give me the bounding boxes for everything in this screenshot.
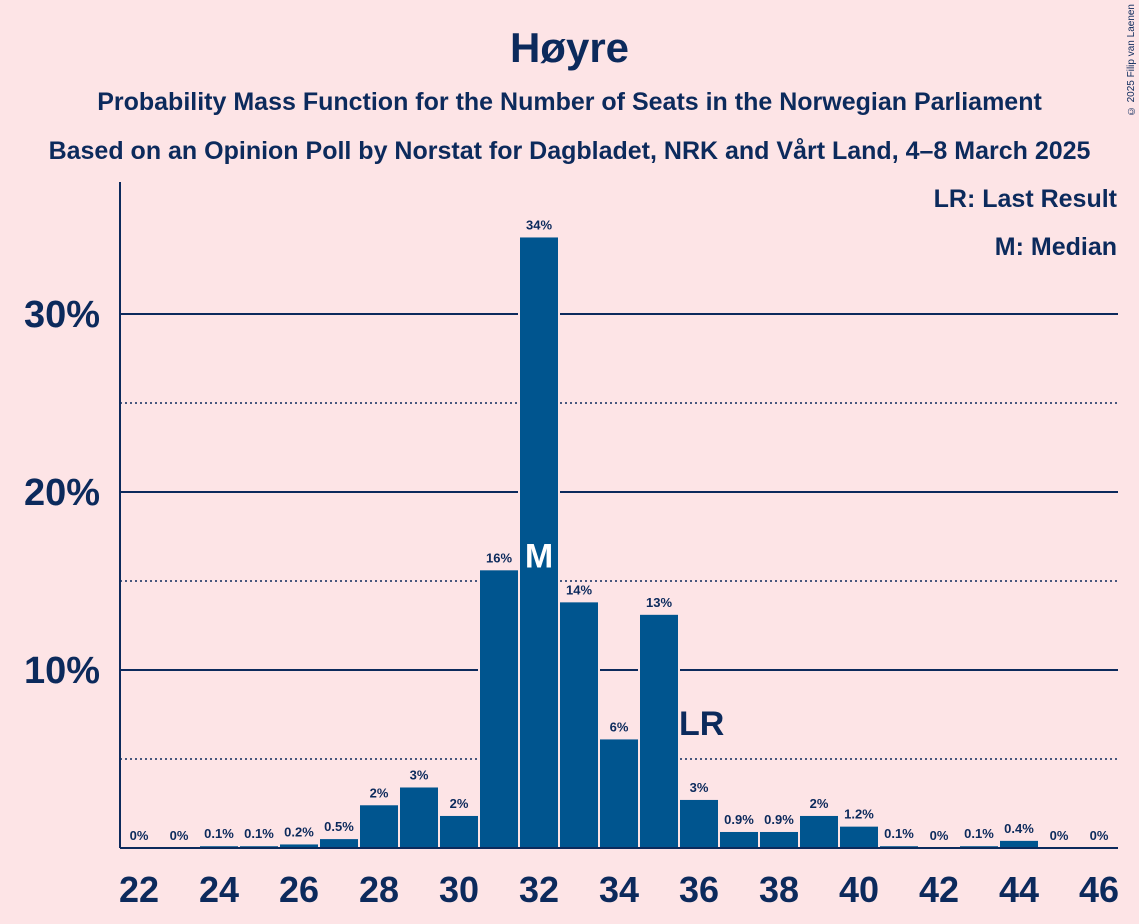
value-label: 0% — [130, 828, 149, 843]
x-tick-label: 38 — [759, 869, 799, 910]
bar-seat-29 — [400, 787, 438, 848]
value-label: 0% — [1050, 828, 1069, 843]
chart-title: Høyre — [509, 24, 630, 71]
value-label: 0.5% — [324, 819, 354, 834]
value-label: 0.1% — [244, 826, 274, 841]
y-tick-label: 10% — [24, 650, 100, 692]
value-label: 1.2% — [844, 807, 874, 822]
value-label: 0.9% — [724, 812, 754, 827]
legend-last-result: LR: Last Result — [933, 185, 1117, 213]
x-tick-label: 22 — [119, 869, 159, 910]
bar-gap — [958, 844, 1000, 848]
value-label: 14% — [566, 582, 592, 597]
value-label: 0.1% — [964, 826, 994, 841]
last-result-marker: LR — [679, 705, 724, 743]
bar-gap — [878, 844, 920, 848]
x-tick-label: 44 — [999, 869, 1039, 910]
bar-seat-26 — [280, 844, 318, 848]
x-tick-label: 26 — [279, 869, 319, 910]
x-tick-label: 46 — [1079, 869, 1119, 910]
value-label: 0.9% — [764, 812, 794, 827]
bars — [198, 235, 1040, 848]
value-label: 13% — [646, 595, 672, 610]
bar-seat-33 — [560, 602, 598, 848]
bar-seat-39 — [800, 815, 838, 848]
bar-seat-38 — [760, 831, 798, 848]
value-label: 6% — [610, 719, 629, 734]
bar-seat-27 — [320, 839, 358, 848]
legend-median: M: Median — [994, 233, 1117, 261]
x-tick-label: 30 — [439, 869, 479, 910]
x-tick-label: 24 — [199, 869, 239, 910]
x-tick-label: 40 — [839, 869, 879, 910]
value-label: 34% — [526, 217, 552, 232]
bar-seat-31 — [480, 570, 518, 848]
value-label: 3% — [410, 767, 429, 782]
value-label: 0.1% — [884, 826, 914, 841]
value-label: 2% — [810, 796, 829, 811]
x-tick-label: 34 — [599, 869, 639, 910]
y-tick-label: 30% — [24, 294, 100, 336]
bar-seat-37 — [720, 831, 758, 848]
x-tick-label: 36 — [679, 869, 719, 910]
value-label: 0% — [1090, 828, 1109, 843]
value-label: 0% — [170, 828, 189, 843]
bar-seat-28 — [360, 805, 398, 848]
bar-seat-40 — [840, 826, 878, 848]
value-label: 3% — [690, 780, 709, 795]
value-labels: 0% 0% 0.1% 0.1% 0.2% 0.5% 2% 3% 2% 16% 34% 14% 6% 13%… — [130, 217, 1109, 843]
grid-lines — [120, 313, 1118, 760]
bar-seat-30 — [440, 815, 478, 848]
bar-seat-35 — [640, 614, 678, 848]
bar-gap — [198, 844, 240, 848]
bar-seat-32 — [520, 237, 558, 848]
x-tick-label: 42 — [919, 869, 959, 910]
bar-seat-36 — [680, 799, 718, 848]
x-tick-label: 32 — [519, 869, 559, 910]
chart-subtitle: Probability Mass Function for the Number… — [97, 88, 1042, 116]
median-marker: M — [525, 537, 553, 575]
value-label: 0.4% — [1004, 821, 1034, 836]
value-label: 0.1% — [204, 826, 234, 841]
value-label: 2% — [450, 796, 469, 811]
y-tick-label: 20% — [24, 472, 100, 514]
bar-seat-44 — [1000, 840, 1038, 848]
axes: 10% 20% 30% 22 24 26 28 30 32 34 36 38 40 42 44 46 — [24, 182, 1119, 910]
chart-source: Based on an Opinion Poll by Norstat for … — [48, 137, 1091, 165]
bar-seat-34 — [600, 739, 638, 848]
value-label: 16% — [486, 550, 512, 565]
value-label: 0% — [930, 828, 949, 843]
bar-gap — [238, 844, 280, 848]
value-label: 0.2% — [284, 824, 314, 839]
x-tick-label: 28 — [359, 869, 399, 910]
value-label: 2% — [370, 785, 389, 800]
